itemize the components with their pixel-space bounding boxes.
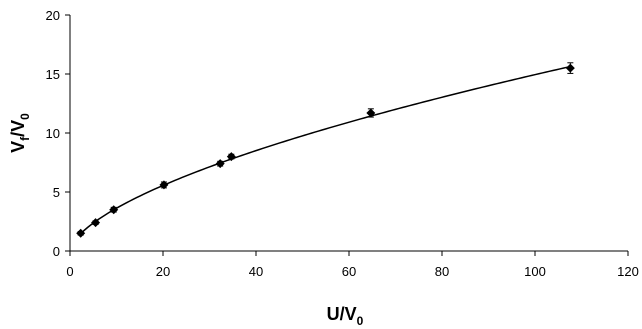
- x-tick-label: 20: [156, 264, 170, 279]
- y-axis-ticks: 0 5 10 15 20: [46, 8, 70, 259]
- error-bars: [77, 62, 574, 236]
- y-tick-label: 20: [46, 8, 60, 23]
- y-axis-title-mid: /V: [8, 120, 28, 137]
- trendline: [80, 65, 571, 235]
- x-axis-title: U/V0: [327, 304, 364, 328]
- data-point-marker: [366, 108, 376, 118]
- x-axis-title-main: U/V: [327, 304, 357, 324]
- x-tick-label: 120: [617, 264, 639, 279]
- x-axis-ticks: 0 20 40 60 80 100 120: [66, 251, 639, 279]
- x-axis-title-sub: 0: [357, 314, 364, 328]
- data-point-marker: [109, 205, 119, 215]
- y-axis-title-main: V: [8, 141, 28, 153]
- data-point-marker: [159, 180, 169, 190]
- data-point-marker: [91, 218, 101, 228]
- y-axis-title-sub2: 0: [18, 113, 32, 120]
- y-axis-title: Vf/V0: [8, 113, 32, 153]
- x-tick-label: 0: [66, 264, 73, 279]
- data-point-marker: [215, 159, 225, 169]
- x-tick-label: 80: [435, 264, 449, 279]
- y-tick-label: 0: [53, 244, 60, 259]
- y-axis-title-sub1: f: [18, 136, 32, 141]
- y-tick-label: 10: [46, 126, 60, 141]
- y-tick-label: 5: [53, 185, 60, 200]
- data-point-marker: [76, 228, 86, 238]
- data-point-marker: [226, 152, 236, 162]
- data-points: [76, 63, 575, 238]
- x-tick-label: 100: [524, 264, 546, 279]
- data-point-marker: [565, 63, 575, 73]
- y-tick-label: 15: [46, 67, 60, 82]
- x-tick-label: 40: [249, 264, 263, 279]
- x-tick-label: 60: [342, 264, 356, 279]
